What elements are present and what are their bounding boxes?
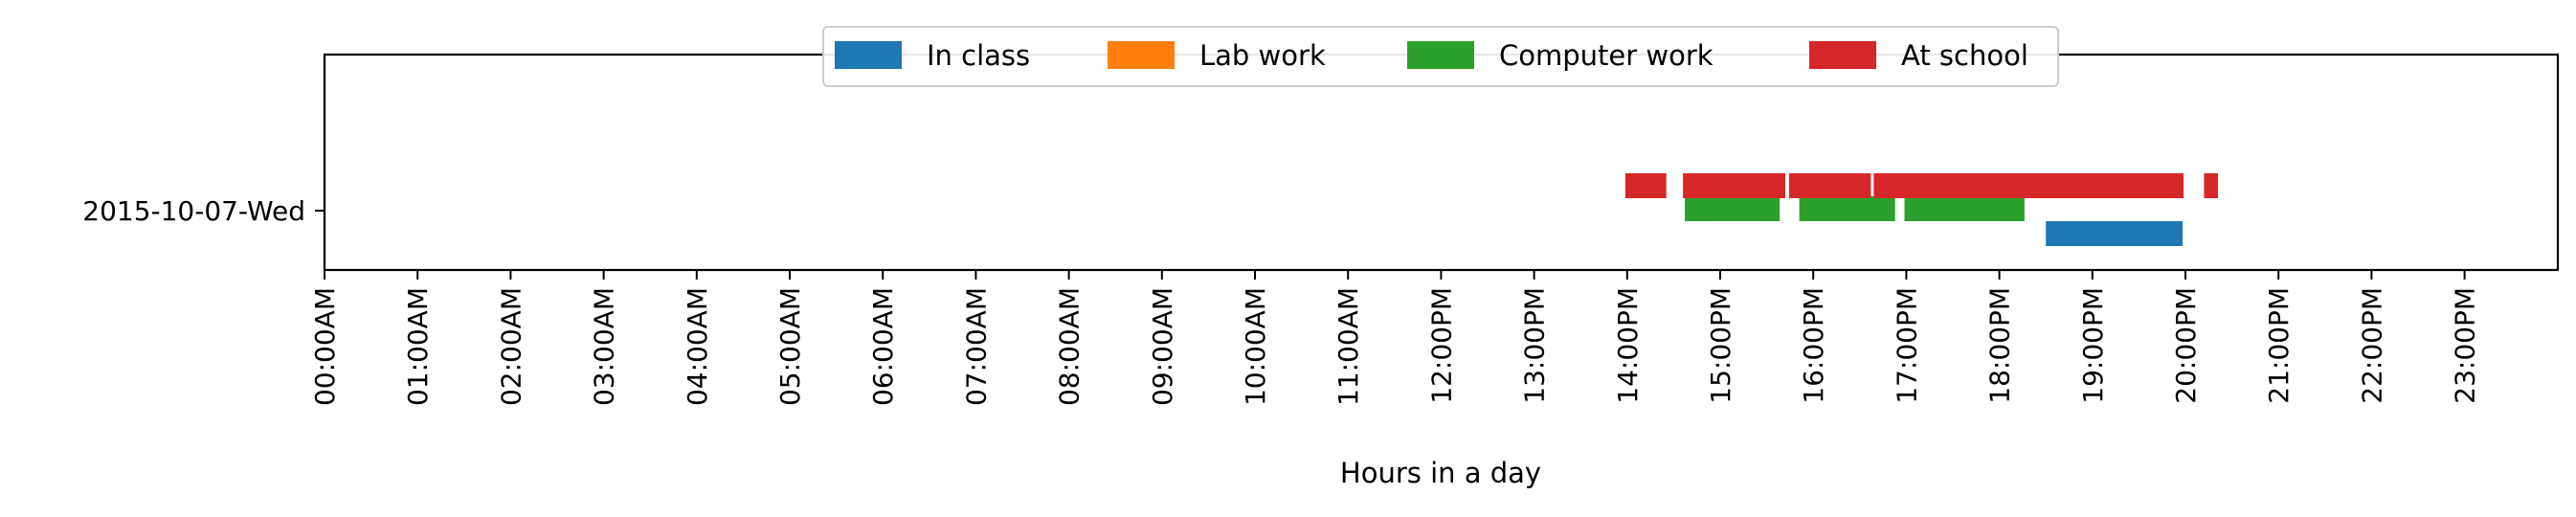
x-tick-label: 20:00PM — [2170, 287, 2202, 404]
x-tick-label: 07:00AM — [960, 287, 992, 406]
legend-swatch-at-school — [1809, 41, 1876, 69]
legend-label-at-school: At school — [1901, 39, 2028, 72]
x-tick-label: 09:00AM — [1147, 287, 1178, 406]
x-tick-label: 06:00AM — [867, 287, 899, 406]
legend-swatch-in-class — [835, 41, 902, 69]
bar-at-school-4 — [2204, 173, 2218, 198]
x-axis: 00:00AM 01:00AM 02:00AM 03:00AM 04:00AM 05:00… — [309, 270, 2481, 406]
x-tick-label: 04:00AM — [682, 287, 713, 406]
y-axis: 2015-10-07-Wed — [82, 195, 325, 227]
legend: In class Lab work Computer work At school — [822, 26, 2059, 87]
x-tick-label: 03:00AM — [589, 287, 620, 406]
x-tick-label: 22:00PM — [2356, 287, 2387, 404]
y-tick-label: 2015-10-07-Wed — [82, 195, 305, 227]
x-tick-label: 19:00PM — [2077, 287, 2109, 404]
x-axis-title: Hours in a day — [1340, 457, 1541, 489]
bar-at-school-3 — [1873, 173, 2184, 198]
x-tick-label: 14:00PM — [1612, 287, 1644, 404]
x-tick-label: 15:00PM — [1705, 287, 1736, 404]
bar-at-school-1 — [1683, 173, 1785, 198]
plot-area — [323, 53, 2560, 272]
bar-computer-work-2 — [1904, 196, 2025, 221]
x-tick-label: 23:00PM — [2450, 287, 2481, 404]
legend-label-lab-work: Lab work — [1199, 39, 1326, 72]
x-tick-label: 21:00PM — [2263, 287, 2295, 404]
bar-computer-work-1 — [1799, 196, 1895, 221]
x-tick-label: 02:00AM — [495, 287, 526, 406]
bar-in-class-0 — [2046, 221, 2184, 246]
bar-at-school-0 — [1624, 173, 1667, 198]
legend-label-in-class: In class — [927, 39, 1030, 72]
legend-label-computer-work: Computer work — [1499, 39, 1714, 72]
x-tick-label: 17:00PM — [1891, 287, 1922, 404]
bars-layer — [1624, 173, 2218, 246]
x-tick-label: 18:00PM — [1984, 287, 2016, 404]
legend-swatch-lab-work — [1108, 41, 1175, 69]
x-tick-label: 11:00AM — [1333, 287, 1364, 406]
x-tick-label: 05:00AM — [774, 287, 806, 406]
x-tick-label: 08:00AM — [1054, 287, 1086, 406]
x-tick-label: 13:00PM — [1519, 287, 1551, 404]
x-tick-label: 12:00PM — [1425, 287, 1457, 404]
x-tick-label: 10:00AM — [1240, 287, 1271, 406]
x-tick-label: 01:00AM — [402, 287, 434, 406]
legend-swatch-computer-work — [1407, 41, 1474, 69]
bar-computer-work-0 — [1685, 196, 1781, 221]
bar-at-school-2 — [1788, 173, 1871, 198]
x-tick-label: 16:00PM — [1798, 287, 1829, 404]
x-tick-label: 00:00AM — [309, 287, 341, 406]
